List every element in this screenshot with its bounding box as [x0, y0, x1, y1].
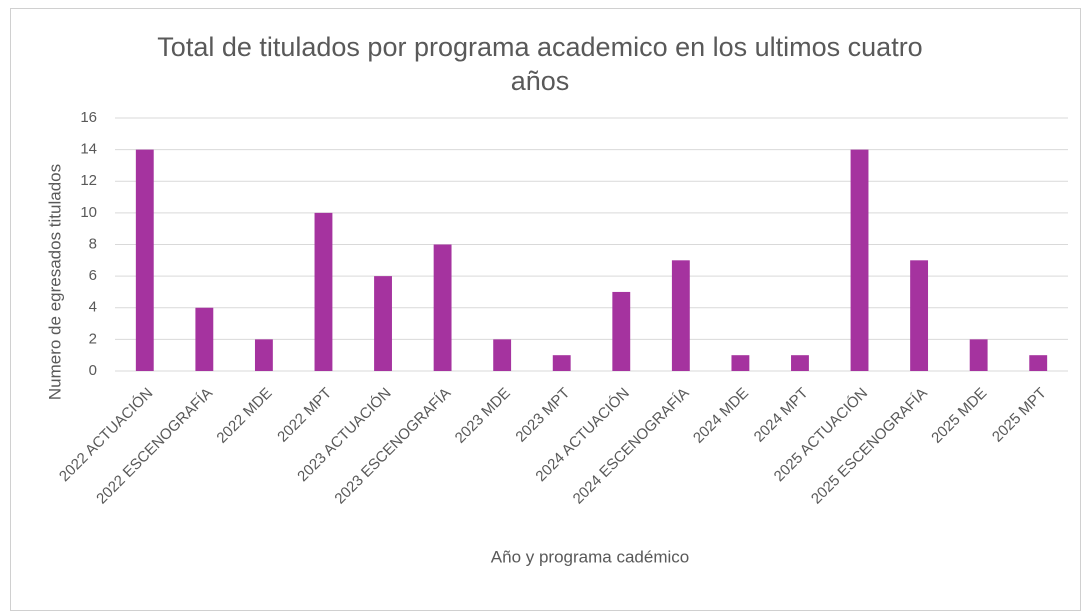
x-tick-label: 2023 MDE [452, 385, 514, 447]
bar [791, 355, 809, 371]
x-axis-label: Año y programa cadémico [491, 547, 689, 566]
x-tick-label: 2025 ESCENOGRAFÍA [808, 385, 931, 508]
x-tick-label: 2024 ESCENOGRAFÍA [570, 385, 693, 508]
bar [493, 339, 512, 371]
y-axis-label: Numero de egresados titulados [45, 164, 64, 400]
y-tick-label: 8 [89, 235, 97, 252]
bar [433, 244, 452, 371]
bar [910, 260, 929, 371]
x-tick-label: 2022 MPT [274, 385, 335, 446]
chart-frame [10, 8, 1081, 611]
y-tick-label: 4 [89, 299, 97, 316]
x-tick-label: 2024 MDE [690, 385, 752, 447]
bar [612, 291, 631, 371]
y-tick-label: 10 [80, 204, 97, 221]
x-tick-label: 2025 MPT [989, 385, 1050, 446]
x-tick-label: 2024 MPT [751, 385, 812, 446]
x-tick-label: 2023 MPT [512, 385, 573, 446]
y-tick-label: 0 [89, 362, 97, 379]
bar [254, 339, 273, 371]
x-tick-label: 2022 ESCENOGRAFÍA [93, 385, 216, 508]
bar [850, 149, 869, 371]
chart-title: Total de titulados por programa academic… [157, 32, 923, 96]
bar [969, 339, 988, 371]
y-tick-label: 16 [80, 109, 97, 126]
bar [731, 355, 750, 371]
bar [314, 212, 333, 371]
x-tick-label: 2022 MDE [213, 385, 275, 447]
y-tick-label: 12 [80, 172, 97, 189]
bar [135, 149, 154, 371]
bar [552, 355, 571, 371]
bar [374, 276, 392, 371]
bar [671, 260, 690, 371]
x-tick-label: 2025 MDE [928, 385, 990, 447]
bar [1029, 355, 1048, 371]
x-tick-label: 2023 ESCENOGRAFÍA [331, 385, 454, 508]
bar [195, 307, 214, 371]
y-tick-label: 14 [80, 141, 97, 158]
y-tick-label: 2 [89, 330, 97, 347]
y-tick-label: 6 [89, 267, 97, 284]
